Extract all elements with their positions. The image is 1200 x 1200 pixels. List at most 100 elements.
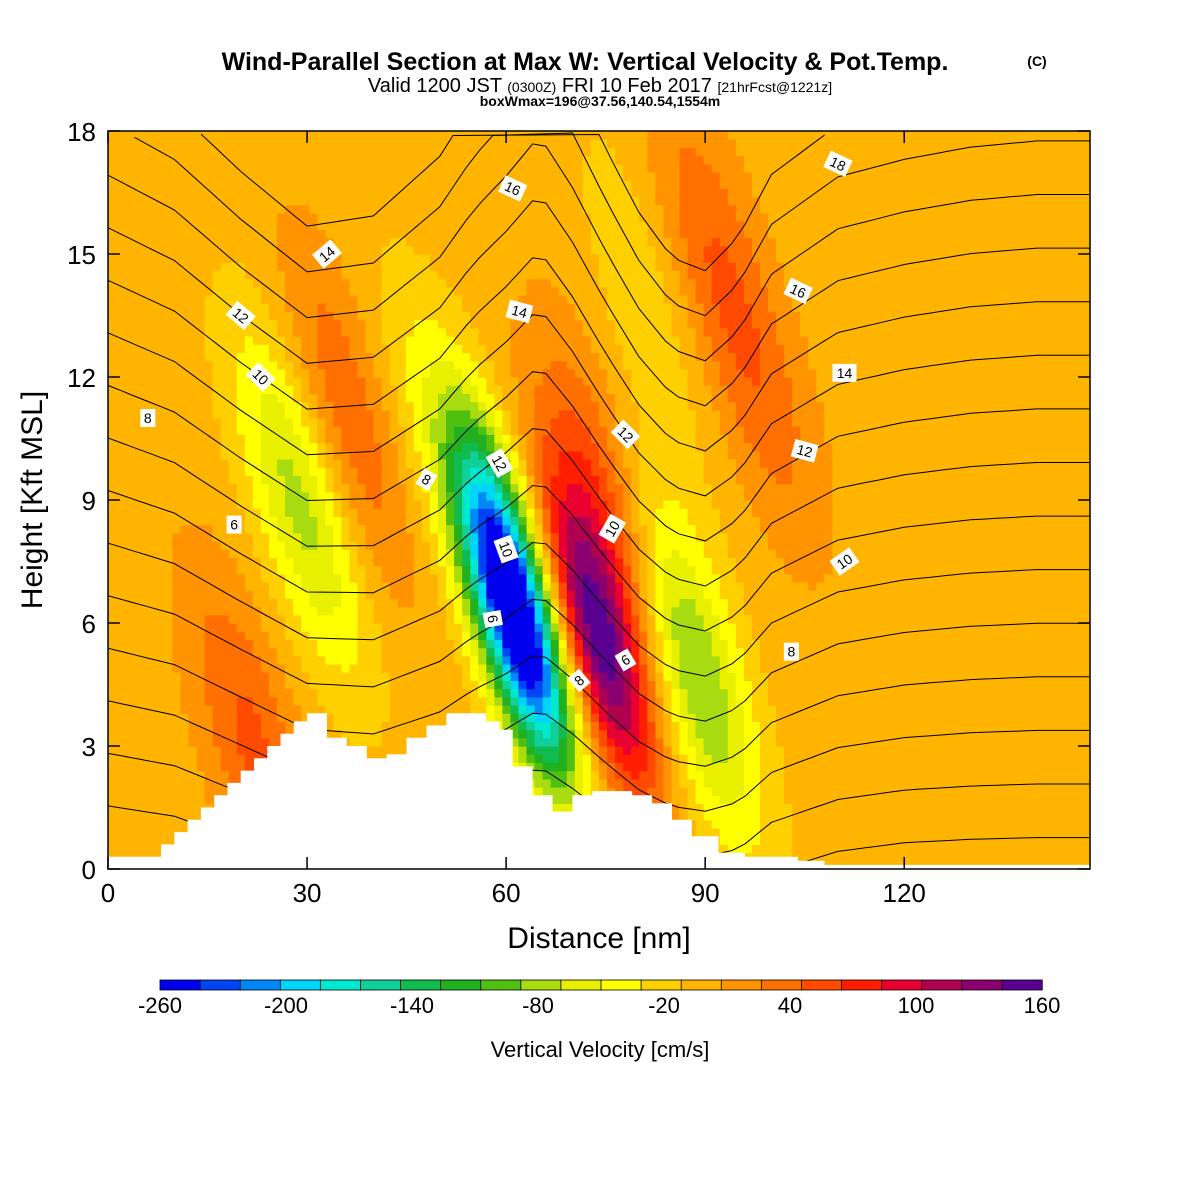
heatmap-cell [751,639,761,649]
heatmap-cell [301,631,310,640]
heatmap-cell [800,639,809,649]
heatmap-cell [1017,655,1027,665]
heatmap-cell [341,623,351,632]
heatmap-cell [719,541,729,550]
heatmap-cell [1073,606,1083,616]
heatmap-cell [108,532,117,542]
heatmap-cell [204,664,214,673]
heatmap-cell [124,778,133,788]
heatmap-cell [438,639,447,649]
heatmap-cell [1049,729,1059,739]
heatmap-cell [325,647,334,657]
heatmap-cell [325,623,334,632]
heatmap-cell [703,803,713,813]
heatmap-cell [663,721,673,731]
heatmap-cell [494,655,504,665]
heatmap-cell [615,746,624,755]
heatmap-cell [711,778,721,788]
heatmap-cell [309,541,318,550]
heatmap-cell [526,549,536,558]
heatmap-cell [421,532,431,542]
heatmap-cell [228,754,238,763]
heatmap-cell [325,639,334,649]
heatmap-cell [888,639,898,649]
heatmap-cell [945,639,954,649]
heatmap-cell [631,532,640,542]
heatmap-cell [872,705,882,714]
heatmap-cell [655,721,664,731]
heatmap-cell [1049,680,1059,690]
heatmap-cell [864,803,874,813]
heatmap-cell [888,606,898,616]
heatmap-cell [985,557,995,567]
heatmap-cell [880,729,890,739]
heatmap-cell [172,729,182,739]
heatmap-cell [1017,778,1027,788]
heatmap-cell [462,565,471,575]
heatmap-cell [937,729,946,739]
heatmap-cell [977,844,986,854]
heatmap-cell [695,778,705,788]
heatmap-cell [735,541,745,550]
heatmap-cell [590,729,600,739]
heatmap-cell [945,778,954,788]
heatmap-cell [357,647,367,657]
heatmap-cell [421,549,431,558]
heatmap-cell [534,614,544,624]
heatmap-cell [993,565,1003,575]
heatmap-cell [824,573,834,583]
heatmap-cell [397,606,407,616]
heatmap-cell [510,754,520,763]
heatmap-cell [172,541,182,550]
heatmap-cell [1073,696,1083,706]
heatmap-cell [148,532,157,542]
heatmap-cell [405,721,415,731]
heatmap-cell [864,721,874,731]
heatmap-cell [816,549,825,558]
heatmap-cell [140,754,149,763]
heatmap-cell [929,532,938,542]
heatmap-cell [711,655,721,665]
heatmap-cell [1057,582,1067,591]
heatmap-cell [1081,778,1090,788]
heatmap-cell [671,729,681,739]
heatmap-cell [542,532,552,542]
heatmap-cell [260,623,270,632]
heatmap-cell [888,549,898,558]
heatmap-cell [751,598,761,608]
heatmap-cell [590,737,600,747]
heatmap-cell [824,565,834,575]
heatmap-cell [800,549,809,558]
heatmap-cell [792,541,801,550]
heatmap-cell [1073,836,1083,845]
heatmap-cell [446,639,455,649]
heatmap-cell [1033,631,1043,640]
heatmap-cell [438,565,447,575]
heatmap-cell [446,696,455,706]
heatmap-cell [108,598,117,608]
heatmap-cell [872,606,882,616]
heatmap-cell [856,655,866,665]
heatmap-cell [502,614,512,624]
heatmap-cell [1001,787,1011,796]
heatmap-cell [1033,582,1043,591]
heatmap-cell [148,664,157,673]
heatmap-cell [285,582,294,591]
heatmap-cell [510,729,520,739]
heatmap-cell [454,582,463,591]
heatmap-cell [502,573,512,583]
heatmap-cell [421,655,431,665]
heatmap-cell [671,631,681,640]
heatmap-cell [566,795,576,804]
heatmap-cell [864,705,874,714]
heatmap-cell [325,532,334,542]
heatmap-cell [124,729,133,739]
heatmap-cell [808,746,817,755]
heatmap-cell [421,688,431,698]
heatmap-cell [977,565,986,575]
heatmap-cell [816,631,825,640]
heatmap-cell [816,590,825,599]
heatmap-cell [309,565,318,575]
heatmap-cell [188,647,198,657]
heatmap-cell [607,614,616,624]
